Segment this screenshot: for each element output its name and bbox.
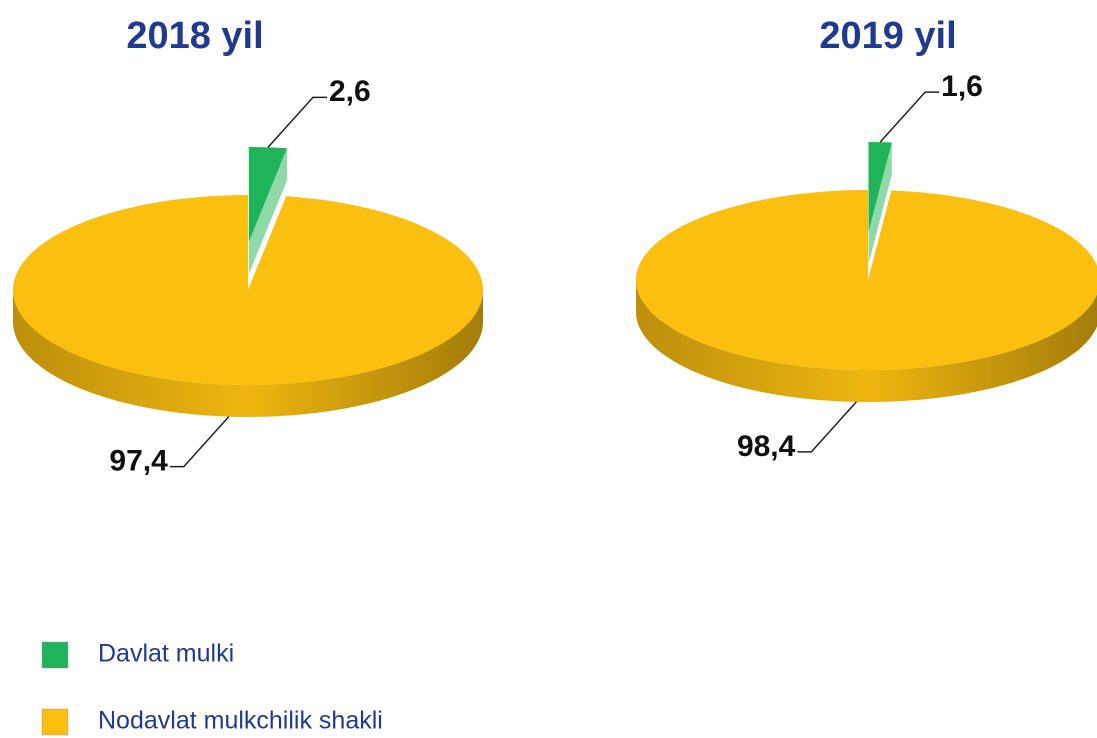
- leader-line: [797, 401, 857, 453]
- chart-title: 2018 yil: [126, 15, 263, 57]
- legend-swatch: [41, 641, 69, 669]
- slice-face: [868, 142, 892, 264]
- legend-swatch: [41, 708, 69, 736]
- value-label: 2,6: [329, 75, 371, 108]
- slice: [636, 190, 1097, 370]
- value-label: 1,6: [941, 70, 983, 103]
- leader-line: [267, 96, 327, 148]
- value-label: 98,4: [737, 430, 796, 463]
- chart-title: 2019 yil: [819, 15, 956, 57]
- slice: [248, 147, 288, 242]
- leader-line: [169, 416, 230, 468]
- slice-side-shade: [13, 290, 483, 417]
- slice-face: [248, 148, 288, 274]
- value-label: 97,4: [109, 445, 168, 478]
- slice: [13, 195, 484, 385]
- slice: [868, 142, 892, 232]
- slice-side-shade: [636, 280, 1097, 402]
- leader-line: [879, 91, 940, 143]
- legend-label: Nodavlat mulkchilik shakli: [98, 707, 383, 735]
- legend: Davlat mulki Nodavlat mulkchilik shakli: [41, 640, 383, 736]
- legend-label: Davlat mulki: [98, 640, 234, 668]
